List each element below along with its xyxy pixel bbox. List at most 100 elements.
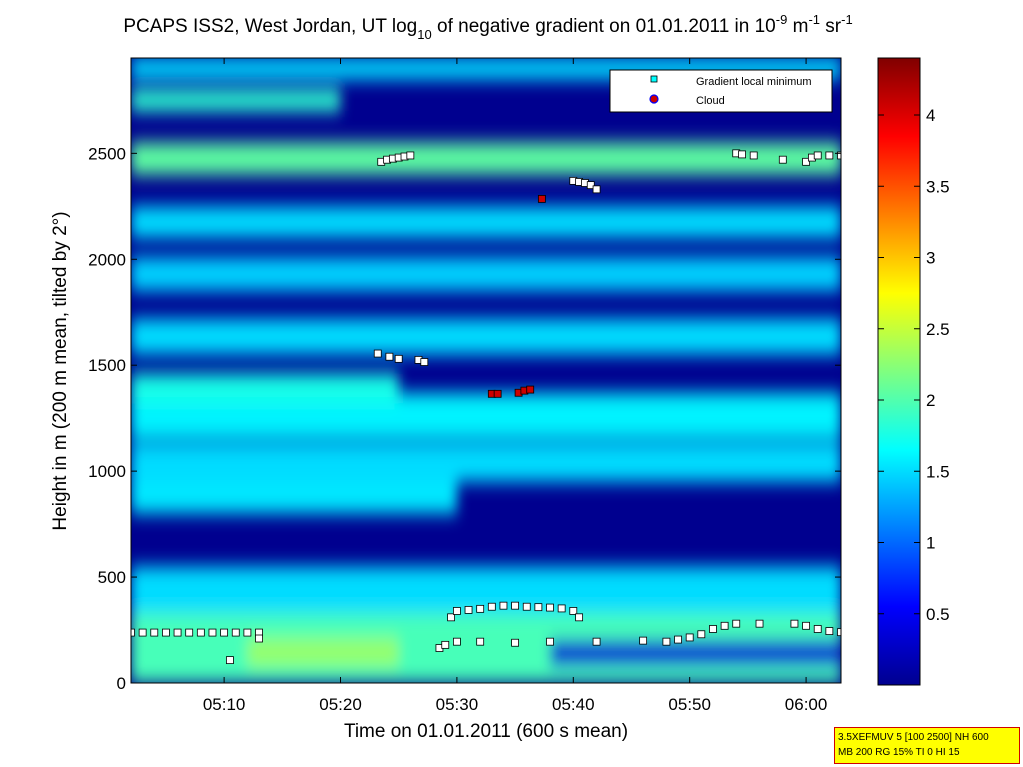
x-tick-label: 05:50 — [668, 695, 711, 714]
gradient-minimum-point — [464, 606, 473, 614]
y-tick-label: 1000 — [88, 462, 126, 481]
gradient-minimum-point — [709, 625, 717, 633]
gradient-minimum-point — [511, 601, 519, 610]
gradient-minimum-point — [639, 636, 648, 645]
colorbar-tick-label: 3 — [926, 249, 935, 268]
colorbar-tick-label: 3.5 — [926, 177, 950, 196]
cloud-point — [537, 194, 546, 203]
gradient-minimum-point — [662, 637, 671, 646]
legend-minimum-marker — [650, 75, 658, 83]
legend-minimum-label: Gradient local minimum — [696, 76, 812, 88]
heatmap-band — [131, 89, 341, 111]
gradient-minimum-point — [569, 607, 578, 615]
colorbar-tick-label: 2.5 — [926, 320, 950, 339]
processing-info-box: 3.5XEFMUV 5 [100 2500] NH 600 MB 200 RG … — [834, 727, 1020, 764]
gradient-minimum-point — [196, 628, 205, 637]
gradient-minimum-point — [674, 635, 682, 644]
gradient-minimum-point — [162, 628, 170, 637]
colorbar-scale — [877, 57, 921, 686]
gradient-minimum-point — [557, 604, 566, 613]
gradient-minimum-point — [208, 628, 217, 637]
cloud-point — [526, 385, 535, 394]
gradient-minimum-point — [575, 613, 584, 622]
x-axis-label: Time on 01.01.2011 (600 s mean) — [344, 721, 628, 742]
x-tick-label: 06:00 — [785, 695, 828, 714]
y-tick-label: 2000 — [88, 250, 126, 269]
x-tick-label: 05:30 — [436, 695, 479, 714]
gradient-minimum-point — [755, 619, 764, 628]
y-tick-label: 500 — [98, 568, 126, 587]
gradient-minimum-point — [447, 613, 455, 622]
heatmap-band — [131, 142, 841, 175]
heatmap-band — [131, 318, 841, 355]
gradient-minimum-point — [453, 607, 461, 615]
gradient-minimum-point — [441, 640, 450, 649]
legend: Gradient local minimum Cloud — [609, 69, 833, 113]
colorbar-tick-label: 1.5 — [926, 462, 950, 481]
gradient-minimum-point — [749, 151, 758, 160]
colorbar-ticks: 0.5 1 1.5 2 2.5 3 3.5 4 — [878, 106, 950, 624]
colorbar-tick-label: 1 — [926, 534, 935, 553]
gradient-minimum-point — [476, 604, 485, 613]
gradient-minimum-point — [173, 628, 182, 637]
gradient-minimum-point — [185, 628, 194, 637]
gradient-minimum-point — [685, 633, 694, 642]
heatmap-layers — [131, 58, 841, 683]
gradient-minimum-point — [420, 358, 429, 366]
colorbar-tick-label: 2 — [926, 391, 935, 410]
gradient-minimum-point — [534, 603, 543, 612]
gradient-minimum-point — [546, 603, 554, 612]
gradient-minimum-point — [511, 638, 519, 647]
gradient-minimum-point — [487, 602, 496, 611]
gradient-minimum-point — [720, 621, 729, 630]
gradient-minimum-point — [406, 151, 415, 160]
legend-cloud-marker — [649, 94, 659, 104]
gradient-minimum-point — [790, 619, 799, 628]
gradient-minimum-point — [385, 352, 394, 361]
colorbar-tick-label: 0.5 — [926, 605, 950, 624]
gradient-minimum-point — [373, 349, 382, 358]
gradient-minimum-point — [150, 628, 159, 637]
gradient-minimum-point — [592, 637, 601, 646]
gradient-minimum-point — [825, 151, 834, 160]
legend-box — [609, 69, 833, 113]
gradient-minimum-point — [802, 157, 810, 166]
gradient-minimum-point — [837, 628, 841, 637]
y-axis-label: Height in m (200 m mean, tilted by 2°) — [50, 211, 71, 530]
gradient-minimum-point — [813, 151, 822, 160]
gradient-minimum-point — [453, 637, 461, 646]
y-tick-label: 2500 — [88, 144, 126, 163]
plot-frame — [130, 57, 842, 684]
cloud-point — [493, 389, 502, 398]
y-tick-label: 1500 — [88, 356, 126, 375]
heatmap-band — [131, 206, 841, 239]
colorbar: 0.5 1 1.5 2 2.5 3 3.5 4 — [877, 57, 950, 686]
gradient-minimum-point — [697, 630, 706, 639]
info-line-1: 3.5XEFMUV 5 [100 2500] NH 600 — [838, 732, 989, 743]
gradient-minimum-point — [226, 656, 234, 665]
plot-area — [131, 58, 841, 683]
colorbar-tick-label: 4 — [926, 106, 935, 125]
x-tick-label: 05:20 — [319, 695, 362, 714]
gradient-minimum-point — [138, 628, 147, 637]
x-tick-label: 05:10 — [203, 695, 246, 714]
gradient-minimum-point — [394, 354, 403, 363]
heatmap-band — [131, 257, 841, 292]
heatmap-band — [131, 443, 841, 482]
gradient-minimum-point — [522, 602, 531, 611]
gradient-minimum-point — [220, 628, 229, 637]
y-axis: 0 500 1000 1500 2000 2500 — [88, 144, 841, 693]
gradient-minimum-point — [499, 601, 508, 610]
gradient-minimum-point — [813, 625, 822, 633]
heatmap-band — [247, 638, 399, 667]
gradient-minimum-point — [738, 150, 746, 159]
y-tick-label: 0 — [117, 674, 126, 693]
heatmap-band — [131, 373, 399, 404]
legend-cloud-label: Cloud — [696, 95, 725, 107]
heatmap-band — [131, 566, 841, 614]
gradient-minimum-point — [255, 634, 263, 643]
gradient-minimum-point — [586, 181, 595, 190]
gradient-minimum-point — [231, 628, 240, 637]
chart-title: PCAPS ISS2, West Jordan, UT log10 of neg… — [123, 12, 852, 42]
